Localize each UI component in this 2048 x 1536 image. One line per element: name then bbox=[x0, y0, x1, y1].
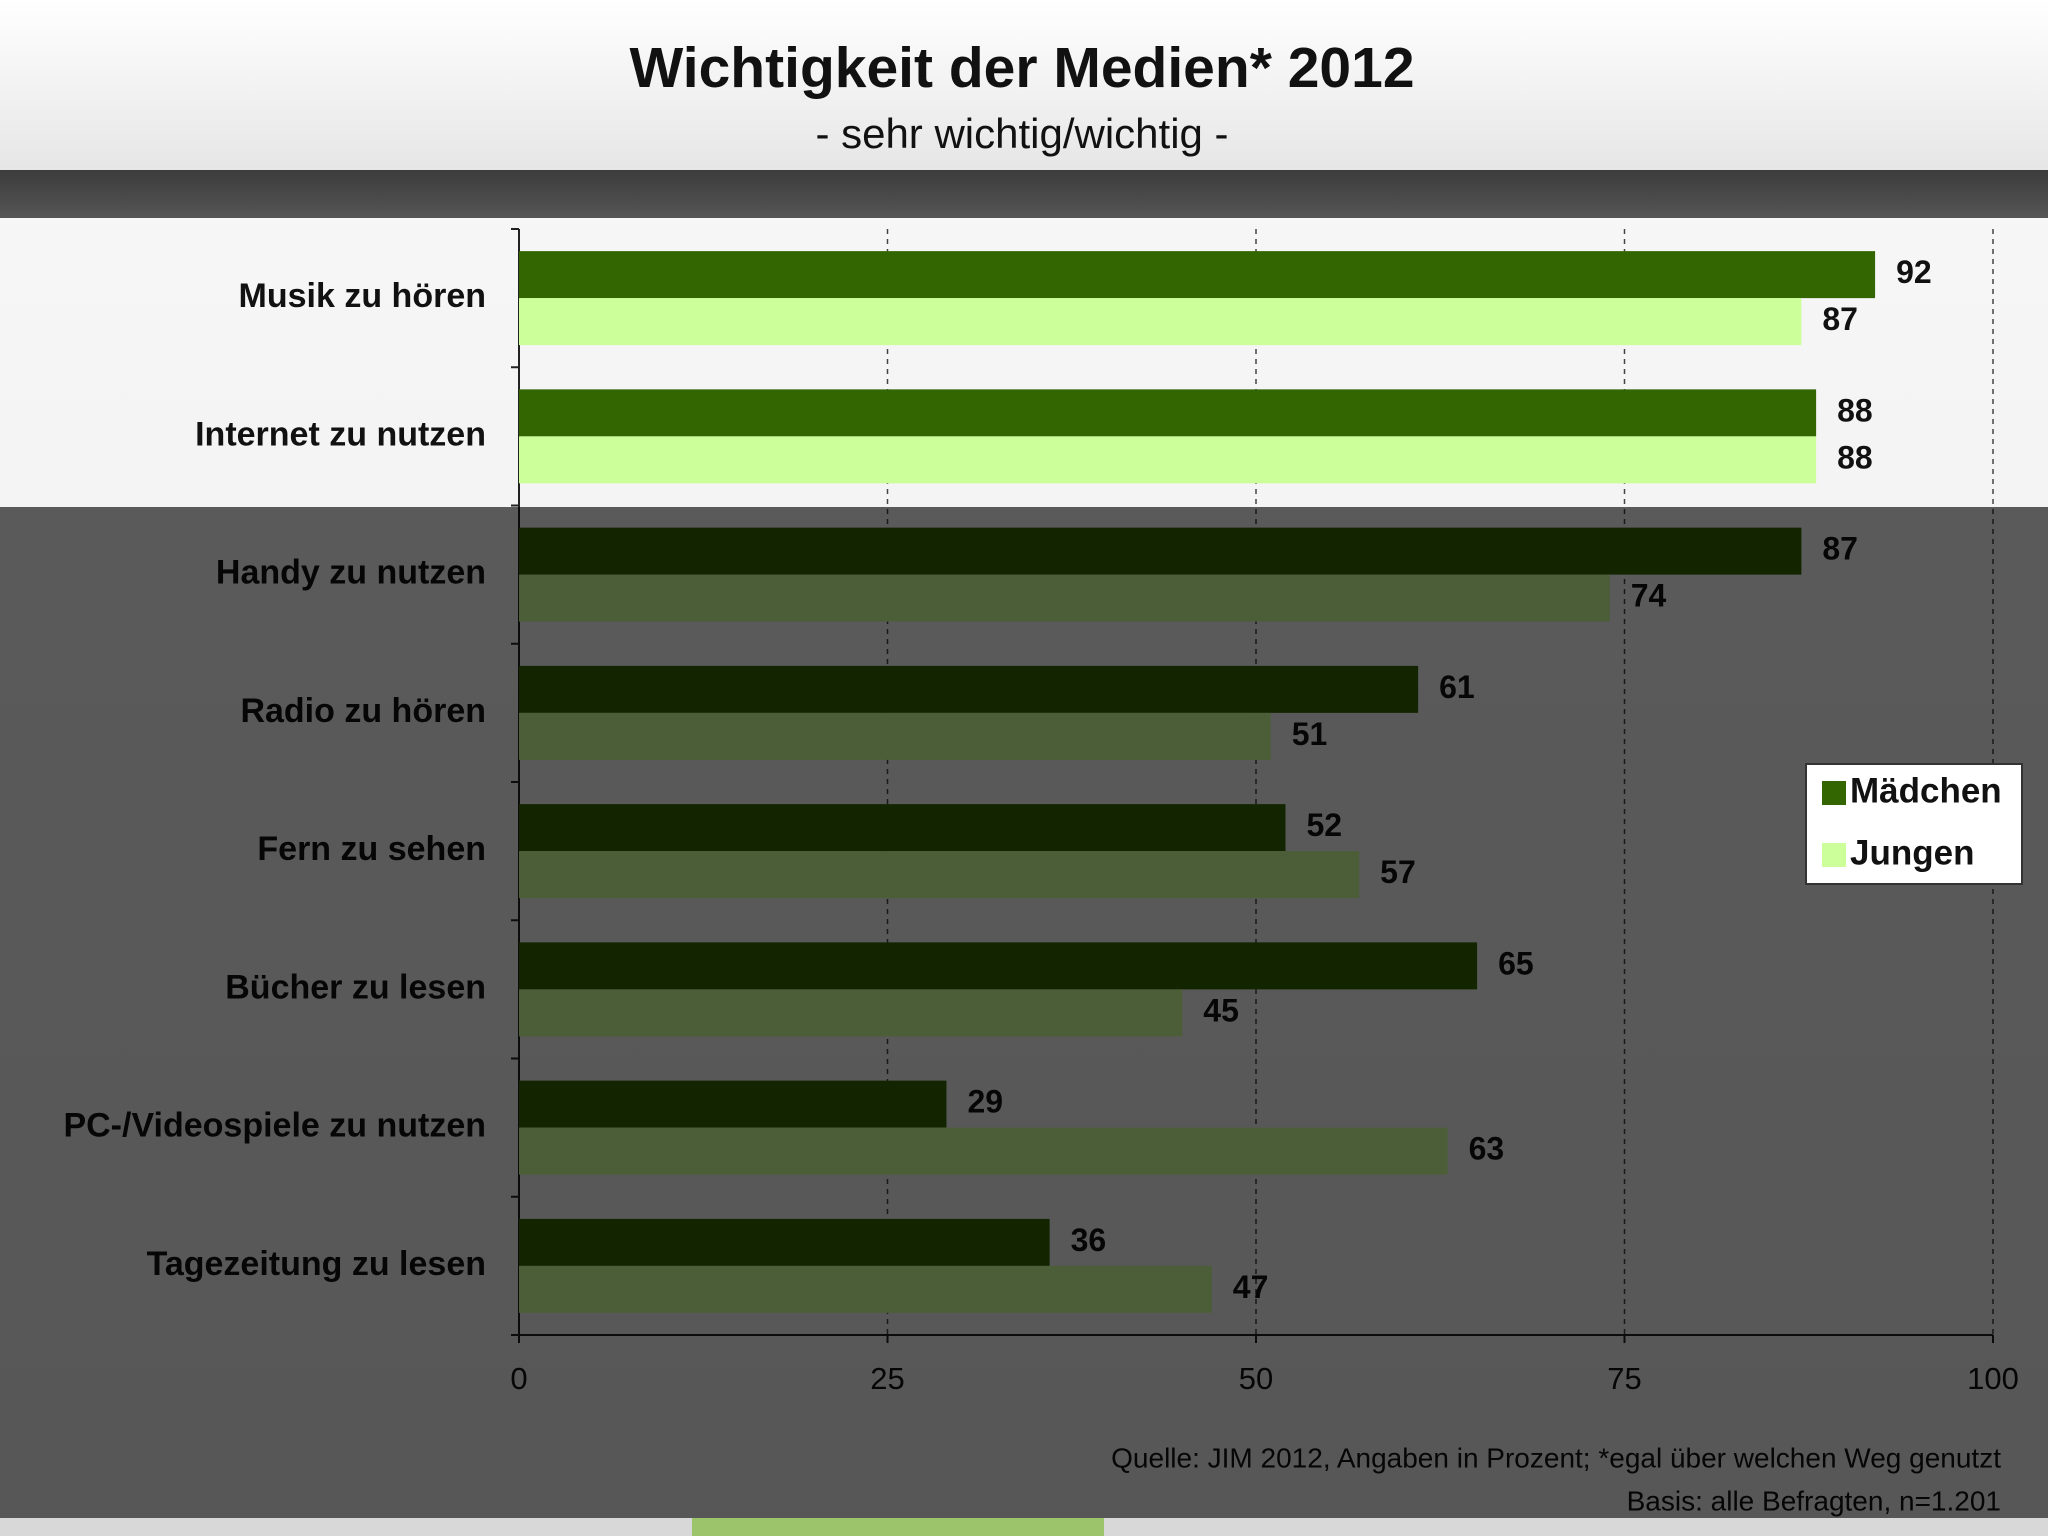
legend-label: Jungen bbox=[1850, 833, 1974, 872]
y-tick-label: Musik zu hören bbox=[239, 277, 486, 315]
value-label: 88 bbox=[1837, 392, 1873, 428]
value-label: 87 bbox=[1822, 301, 1858, 337]
header-band bbox=[0, 170, 2048, 218]
legend-swatch bbox=[1822, 843, 1846, 867]
bar bbox=[519, 251, 1876, 299]
legend-swatch bbox=[1822, 781, 1846, 805]
bar bbox=[519, 389, 1817, 437]
legend-label: Mädchen bbox=[1850, 771, 2002, 810]
bar bbox=[519, 298, 1802, 346]
value-label: 88 bbox=[1837, 439, 1873, 475]
header-bg bbox=[0, 0, 2048, 170]
y-tick-label: Internet zu nutzen bbox=[195, 415, 486, 453]
footer-tab bbox=[692, 1518, 1104, 1536]
overlay bbox=[0, 507, 2048, 1518]
chart-title: Wichtigkeit der Medien* 2012 bbox=[629, 36, 1414, 100]
chart-subtitle: - sehr wichtig/wichtig - bbox=[815, 110, 1228, 157]
bar bbox=[519, 436, 1817, 484]
legend: Mädchen Jungen bbox=[1805, 763, 2023, 885]
value-label: 92 bbox=[1896, 254, 1932, 290]
